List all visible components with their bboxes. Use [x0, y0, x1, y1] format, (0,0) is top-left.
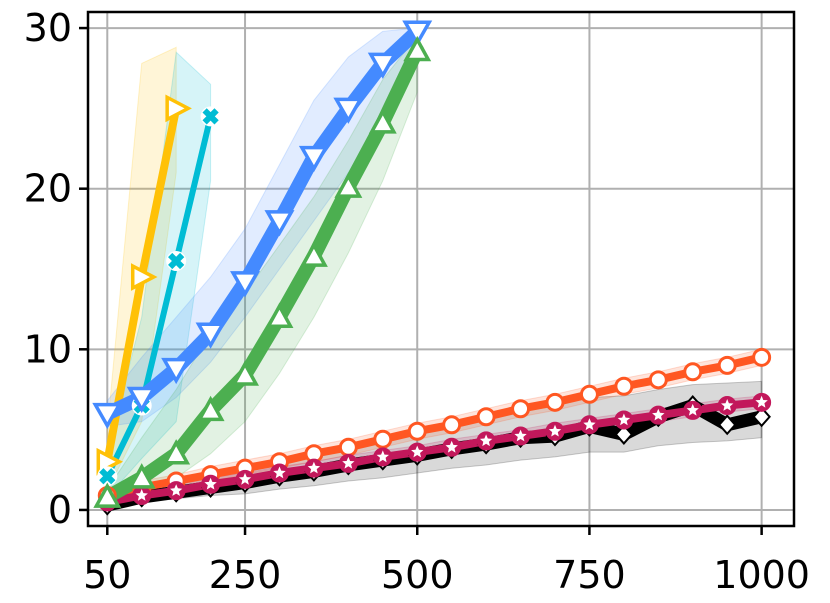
data-point-star — [686, 403, 699, 416]
data-point — [161, 357, 192, 385]
data-point — [92, 402, 123, 430]
data-point-star — [617, 413, 631, 426]
data-point — [264, 210, 295, 237]
axis-ticks — [79, 26, 763, 535]
series-line — [104, 113, 214, 480]
data-point-star — [583, 418, 596, 431]
data-point — [162, 439, 191, 465]
x-tick-label: 1000 — [713, 553, 810, 597]
x-axis-tick-labels: 50 250 500 750 1000 — [83, 553, 810, 597]
data-point-star — [273, 466, 286, 479]
data-point — [614, 376, 634, 396]
data-point-star — [238, 472, 252, 485]
grid-lines — [88, 12, 794, 526]
data-point — [367, 52, 398, 79]
data-point-star — [479, 434, 493, 447]
x-tick-label: 500 — [381, 553, 454, 597]
y-tick-label: 10 — [24, 327, 72, 371]
data-point-star — [445, 440, 458, 453]
y-axis-tick-labels: 0 10 20 30 — [24, 6, 72, 532]
data-point — [407, 421, 427, 441]
plot-frame — [86, 10, 796, 528]
data-point-star — [721, 399, 734, 411]
data-point — [579, 384, 599, 404]
data-point — [127, 463, 156, 489]
data-point — [333, 97, 364, 124]
data-point-star — [755, 395, 768, 408]
data-point-x — [168, 252, 185, 270]
x-tick-label: 250 — [209, 553, 282, 597]
data-point-star — [652, 408, 665, 421]
y-tick-label: 0 — [48, 488, 72, 532]
data-point — [231, 360, 260, 386]
data-point — [93, 482, 122, 508]
data-point-star — [342, 456, 355, 469]
data-point — [511, 399, 531, 419]
series-line — [100, 43, 425, 505]
data-point-star — [514, 429, 527, 442]
data-point-x — [202, 108, 219, 125]
data-point-star — [411, 445, 424, 458]
data-point — [373, 429, 393, 449]
data-point — [403, 35, 432, 62]
data-point — [299, 241, 328, 267]
x-tick-label: 50 — [83, 553, 131, 597]
data-point — [683, 362, 703, 382]
data-point — [545, 392, 565, 412]
data-point-x — [99, 468, 116, 485]
confidence-bands — [106, 27, 763, 511]
data-point-star — [170, 484, 183, 496]
data-point — [230, 271, 261, 298]
data-point — [298, 145, 329, 173]
data-point — [334, 172, 363, 198]
data-point-star — [307, 461, 321, 474]
y-tick-label: 20 — [24, 167, 72, 211]
data-point — [717, 355, 737, 375]
data-point — [614, 423, 634, 445]
data-point — [368, 108, 397, 134]
data-point — [338, 437, 358, 457]
data-point — [265, 302, 294, 328]
data-point — [126, 386, 157, 414]
data-point — [476, 407, 496, 427]
series-markers — [92, 20, 772, 516]
data-point — [402, 20, 433, 47]
data-point — [196, 395, 225, 422]
x-tick-label: 750 — [553, 553, 626, 597]
data-point-star — [376, 450, 389, 463]
y-tick-label: 30 — [24, 6, 72, 50]
data-point — [442, 415, 462, 435]
data-point — [130, 263, 158, 291]
data-point — [195, 322, 226, 349]
data-point-star — [135, 489, 148, 501]
data-point — [717, 414, 737, 436]
data-point-star — [204, 477, 217, 490]
data-point — [752, 347, 772, 367]
series-line — [100, 24, 425, 421]
data-point — [752, 406, 771, 428]
data-point-star — [548, 424, 562, 437]
data-point — [165, 94, 192, 123]
data-point — [648, 370, 668, 390]
